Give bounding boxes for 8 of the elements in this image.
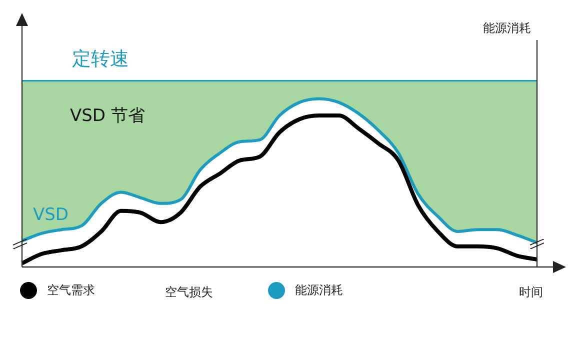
x-axis-title: 时间: [519, 284, 543, 301]
annotation: VSD: [33, 205, 69, 225]
legend-label: 空气需求: [47, 282, 95, 299]
legend-label: 能源消耗: [295, 282, 343, 299]
text: 空气损失: [165, 284, 213, 301]
text: 定转速: [72, 47, 129, 72]
annotation: VSD 节省: [70, 105, 145, 127]
y-axis-title: 能源消耗: [483, 20, 531, 37]
